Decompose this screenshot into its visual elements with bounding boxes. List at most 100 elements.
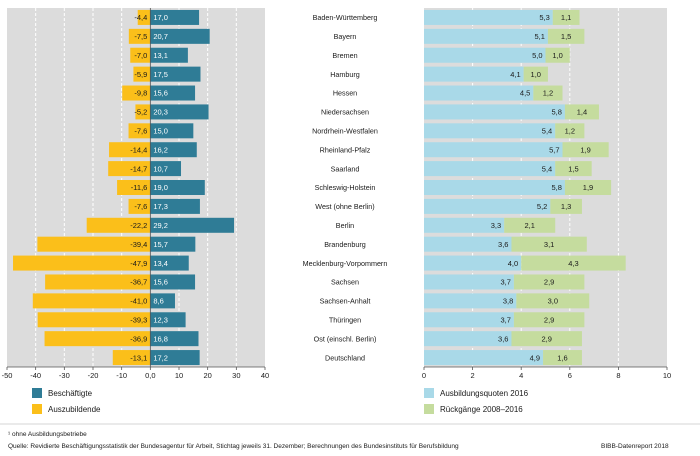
legend-label-quote: Ausbildungsquoten 2016 <box>440 388 529 398</box>
bar-rueckgang <box>555 123 585 139</box>
bar-ausbildungsquote <box>424 255 522 271</box>
left-tick-label: -50 <box>2 371 13 380</box>
right-tick-label: 10 <box>663 371 671 380</box>
data-label-auszubildende: -22,2 <box>130 221 147 230</box>
bar-rueckgang <box>533 85 563 101</box>
legend-label-beschaeftigte: Beschäftigte <box>48 388 93 398</box>
bar-beschaeftigte <box>150 161 182 177</box>
bar-ausbildungsquote <box>424 85 534 101</box>
data-label-rueckgang: 2,9 <box>544 278 554 287</box>
category-label: Hamburg <box>330 70 360 79</box>
left-tick-label: -20 <box>88 371 99 380</box>
bar-auszubildende <box>45 274 151 290</box>
legend-swatch-beschaeftigte <box>32 388 42 398</box>
bar-auszubildende <box>37 312 151 328</box>
bar-rueckgang <box>543 350 582 366</box>
category-label: Niedersachsen <box>321 108 369 117</box>
data-label-auszubildende: -39,3 <box>130 315 147 324</box>
bar-auszubildende <box>117 180 151 195</box>
data-label-beschaeftigte: 20,3 <box>153 108 168 117</box>
data-label-ausbildungsquote: 4,1 <box>510 70 520 79</box>
data-label-rueckgang: 1,2 <box>565 127 575 136</box>
footnote: ¹ ohne Ausbildungsbetriebe <box>8 431 87 438</box>
bar-rueckgang <box>513 274 585 290</box>
data-label-auszubildende: -36,7 <box>130 278 147 287</box>
category-label: Nordrhein-Westfalen <box>312 127 378 136</box>
bar-rueckgang <box>513 312 585 328</box>
bar-rueckgang <box>523 66 548 82</box>
bar-beschaeftigte <box>150 28 210 44</box>
left-tick-label: -10 <box>116 371 127 380</box>
bar-beschaeftigte <box>150 331 199 347</box>
category-label: Saarland <box>331 164 360 173</box>
data-label-auszubildende: -14,7 <box>130 164 147 173</box>
data-label-ausbildungsquote: 3,3 <box>491 221 501 230</box>
bar-auszubildende <box>37 236 151 252</box>
data-label-rueckgang: 1,4 <box>577 108 587 117</box>
data-label-ausbildungsquote: 5,4 <box>542 164 552 173</box>
bar-ausbildungsquote <box>424 66 524 82</box>
bar-auszubildende <box>108 161 151 177</box>
left-tick-label: -30 <box>59 371 70 380</box>
bar-beschaeftigte <box>150 180 205 195</box>
data-label-auszubildende: -39,4 <box>130 240 147 249</box>
bar-auszubildende <box>44 331 151 347</box>
bar-ausbildungsquote <box>424 123 556 139</box>
data-label-rueckgang: 4,3 <box>568 259 578 268</box>
data-label-ausbildungsquote: 5,4 <box>542 127 552 136</box>
data-label-beschaeftigte: 19,0 <box>153 183 168 192</box>
bar-auszubildende <box>86 217 151 233</box>
bar-auszubildende <box>128 123 151 139</box>
bar-rueckgang <box>555 161 592 177</box>
data-label-rueckgang: 3,0 <box>548 297 558 306</box>
data-label-auszubildende: -5,2 <box>134 108 147 117</box>
bar-ausbildungsquote <box>424 350 544 366</box>
bar-ausbildungsquote <box>424 293 517 309</box>
bar-rueckgang <box>547 28 585 44</box>
data-label-auszubildende: -47,9 <box>130 259 147 268</box>
data-label-auszubildende: -7,6 <box>134 202 147 211</box>
category-label: Thüringen <box>329 315 361 324</box>
category-label: Mecklenburg-Vorpommern <box>303 259 388 268</box>
left-tick-label: -40 <box>30 371 41 380</box>
data-label-ausbildungsquote: 4,0 <box>508 259 518 268</box>
data-label-rueckgang: 1,0 <box>531 70 541 79</box>
bar-rueckgang <box>521 255 626 271</box>
bar-beschaeftigte <box>150 104 209 120</box>
legend-rueckgang: Rückgänge 2008–2016 <box>424 404 523 414</box>
data-label-rueckgang: 1,9 <box>583 183 593 192</box>
category-label: Bremen <box>332 51 357 60</box>
data-label-auszubildende: -36,9 <box>130 334 147 343</box>
data-label-beschaeftigte: 20,7 <box>153 32 168 41</box>
data-label-ausbildungsquote: 4,5 <box>520 89 530 98</box>
category-label: West (ohne Berlin) <box>315 202 374 211</box>
category-label: Berlin <box>336 221 354 230</box>
right-tick-label: 0 <box>422 371 426 380</box>
data-label-ausbildungsquote: 5,8 <box>552 183 562 192</box>
bar-beschaeftigte <box>150 350 200 366</box>
data-label-rueckgang: 1,1 <box>561 13 571 22</box>
bar-ausbildungsquote <box>424 47 546 63</box>
bar-auszubildende <box>137 9 151 25</box>
bar-beschaeftigte <box>150 312 186 328</box>
bar-auszubildende <box>109 142 151 158</box>
data-label-beschaeftigte: 16,2 <box>153 145 168 154</box>
bar-beschaeftigte <box>150 66 201 82</box>
data-label-beschaeftigte: 17,0 <box>153 13 168 22</box>
category-label: Sachsen <box>331 278 359 287</box>
bar-ausbildungsquote <box>424 161 556 177</box>
data-label-beschaeftigte: 15,6 <box>153 278 168 287</box>
data-label-rueckgang: 2,1 <box>524 221 534 230</box>
bar-rueckgang <box>504 217 556 233</box>
data-label-beschaeftigte: 8,6 <box>153 297 163 306</box>
left-tick-label: 0,0 <box>145 371 155 380</box>
bar-beschaeftigte <box>150 123 194 139</box>
right-tick-label: 6 <box>568 371 572 380</box>
data-label-rueckgang: 1,0 <box>552 51 562 60</box>
source-note: Quelle: Revidierte Beschäftigungsstatist… <box>8 443 459 450</box>
data-label-ausbildungsquote: 4,9 <box>530 353 540 362</box>
bar-rueckgang <box>562 142 609 158</box>
data-label-ausbildungsquote: 3,8 <box>503 297 513 306</box>
report-credit: BIBB-Datenreport 2018 <box>601 443 669 450</box>
category-label: Sachsen-Anhalt <box>320 297 371 306</box>
